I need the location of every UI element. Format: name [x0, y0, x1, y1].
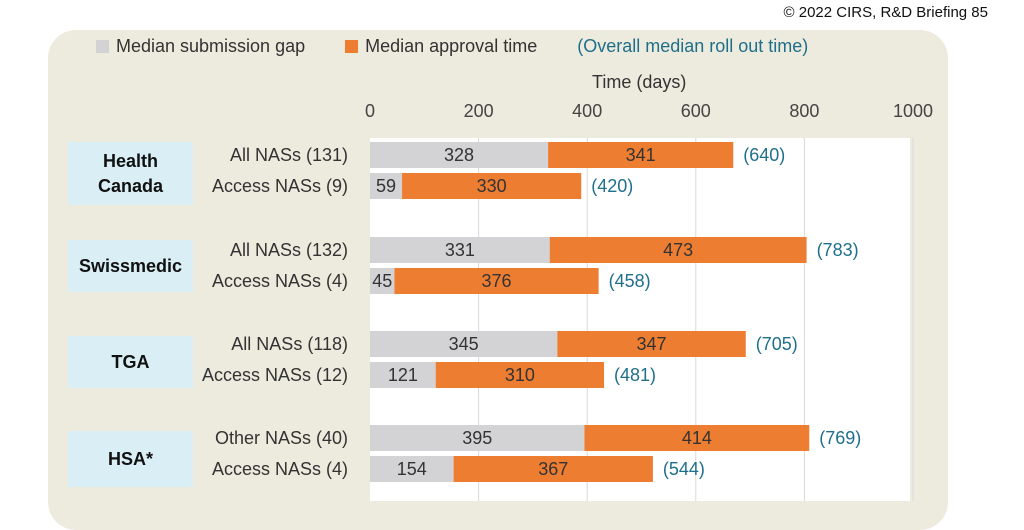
bar-value-approval: 347 [637, 334, 667, 354]
bar-value-gap: 154 [397, 459, 427, 479]
x-tick-label: 1000 [893, 101, 933, 121]
legend-label-gap: Median submission gap [116, 36, 306, 56]
x-tick-label: 600 [681, 101, 711, 121]
row-label: All NASs (132) [230, 240, 348, 260]
bar-value-gap: 331 [445, 240, 475, 260]
legend-item-approval: Median approval time [345, 36, 537, 57]
agency-label: Swissmedic [78, 255, 183, 276]
bar-value-gap: 395 [462, 428, 492, 448]
x-axis-title: Time (days) [592, 72, 687, 92]
bar-approval-time [557, 331, 746, 357]
overall-rollout-label: (458) [609, 271, 651, 291]
row-label: Access NASs (9) [212, 176, 348, 196]
bar-submission-gap [370, 425, 585, 451]
row-label: All NASs (118) [231, 334, 348, 354]
bar-chart: 0 200 400 600 800 1000 All NASs (131) 328 341 (64… [202, 101, 933, 501]
bar-approval-time [394, 268, 599, 294]
legend-item-gap: Median submission gap [96, 36, 305, 57]
overall-rollout-label: (481) [614, 365, 656, 385]
bar-submission-gap [370, 331, 558, 357]
x-tick-label: 400 [572, 101, 602, 121]
row-label: All NASs (131) [230, 145, 348, 165]
bar-value-approval: 376 [481, 271, 511, 291]
bar-value-approval: 414 [682, 428, 712, 448]
bar-submission-gap [370, 268, 395, 294]
legend-label-overall: (Overall median roll out time) [577, 36, 809, 56]
bar-submission-gap [370, 456, 454, 482]
bar-submission-gap [370, 237, 550, 263]
bar-approval-time [549, 237, 807, 263]
bar-submission-gap [370, 142, 549, 168]
row-label: Access NASs (12) [202, 365, 348, 385]
x-tick-label: 800 [789, 101, 819, 121]
legend: Median submission gap Median approval ti… [96, 36, 848, 57]
x-tick-label: 0 [365, 101, 375, 121]
overall-rollout-label: (769) [819, 428, 861, 448]
legend-swatch-gap [96, 40, 109, 53]
bar-value-gap: 45 [372, 271, 392, 291]
bar-value-gap: 59 [376, 176, 396, 196]
overall-rollout-label: (420) [591, 176, 633, 196]
legend-item-overall: (Overall median roll out time) [577, 36, 808, 57]
row-label: Access NASs (4) [212, 459, 348, 479]
agency-label: HSA* [107, 448, 153, 469]
bar-value-gap: 121 [388, 365, 418, 385]
row-label: Other NASs (40) [215, 428, 348, 448]
bar-value-approval: 367 [538, 459, 568, 479]
x-tick-label: 200 [464, 101, 494, 121]
bar-approval-time [453, 456, 653, 482]
overall-rollout-label: (640) [743, 145, 785, 165]
bar-value-approval: 310 [505, 365, 535, 385]
bar-submission-gap [370, 173, 403, 199]
bar-value-approval: 330 [477, 176, 507, 196]
copyright-note: © 2022 CIRS, R&D Briefing 85 [783, 4, 988, 21]
bar-approval-time [435, 362, 605, 388]
bar-approval-time [548, 142, 734, 168]
agency-box-health-canada: Health Canada [68, 142, 193, 205]
overall-rollout-label: (705) [756, 334, 798, 354]
legend-label-approval: Median approval time [365, 36, 538, 56]
overall-rollout-label: (544) [663, 459, 705, 479]
bar-approval-time [402, 173, 582, 199]
agency-label: TGA [111, 351, 150, 372]
agency-label: Health Canada [97, 151, 164, 196]
row-label: Access NASs (4) [212, 271, 348, 291]
overall-rollout-label: (783) [817, 240, 859, 260]
bar-value-approval: 341 [626, 145, 656, 165]
bar-submission-gap [370, 362, 436, 388]
bar-value-gap: 328 [444, 145, 474, 165]
bar-approval-time [584, 425, 810, 451]
agency-box-swissmedic: Swissmedic [68, 240, 193, 292]
agency-box-hsa: HSA* [68, 431, 193, 487]
bar-value-approval: 473 [663, 240, 693, 260]
agency-box-tga: TGA [68, 336, 193, 388]
legend-swatch-approval [345, 40, 359, 53]
bar-value-gap: 345 [449, 334, 479, 354]
